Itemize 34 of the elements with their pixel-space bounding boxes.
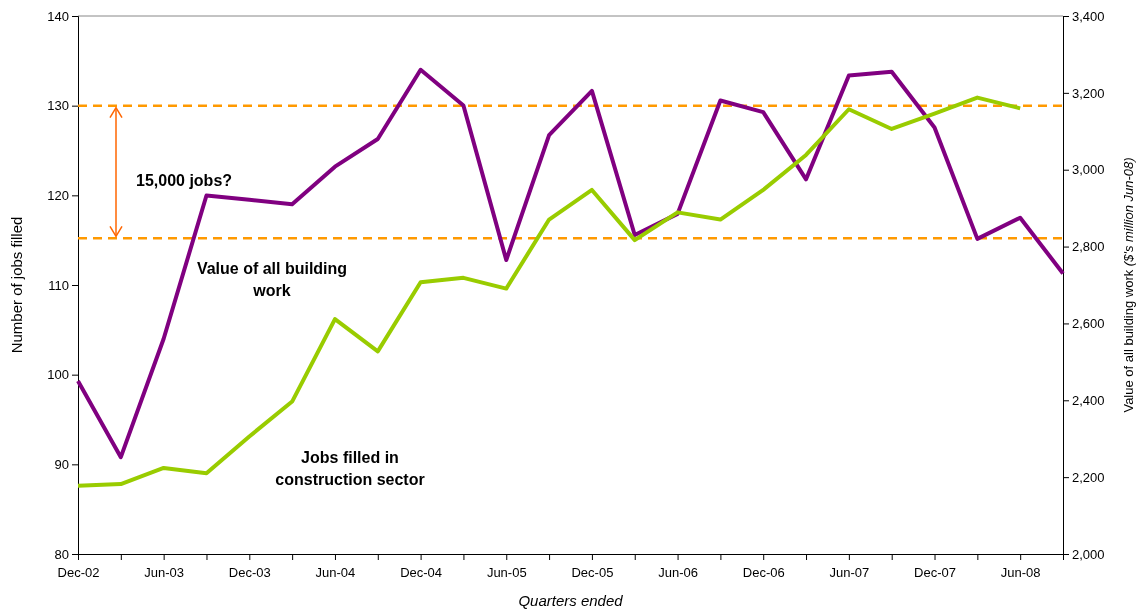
y-tick-label: 100: [47, 367, 69, 383]
x-tick-label: Jun-06: [658, 565, 698, 581]
y2-tick-label: 2,600: [1072, 316, 1105, 332]
x-tick-label: Jun-04: [315, 565, 356, 581]
x-tick-label: Dec-05: [571, 565, 614, 581]
y-tick-label: 90: [54, 456, 69, 472]
x-tick-label: Dec-02: [57, 565, 100, 581]
y-axis-title: Number of jobs filled: [8, 216, 25, 354]
x-tick-label: Dec-06: [742, 565, 785, 581]
y2-tick-label: 2,400: [1072, 392, 1105, 408]
x-tick-label: Dec-03: [228, 565, 271, 581]
y-tick-label: 120: [47, 187, 69, 203]
x-tick-label: Jun-08: [1000, 565, 1041, 581]
x-tick-label: Jun-07: [829, 565, 870, 581]
y-tick-label: 110: [48, 277, 69, 293]
x-tick-label: Dec-07: [914, 565, 956, 581]
y-tick-label: 80: [54, 546, 69, 562]
annotation: 15,000 jobs?: [136, 172, 233, 189]
x-axis-title: Quarters ended: [518, 592, 624, 609]
y2-tick-label: 2,800: [1072, 239, 1105, 255]
x-tick-label: Jun-05: [486, 565, 527, 581]
y2-axis-title: Value of all building work ($'s million Jun-08): [1121, 157, 1136, 413]
series-label: Jobs filled in construction sector: [275, 449, 425, 488]
y-tick-label: 130: [47, 98, 69, 114]
x-tick-label: Dec-04: [400, 565, 443, 581]
x-tick-label: Jun-03: [144, 565, 185, 581]
y2-tick-label: 2,000: [1072, 546, 1105, 562]
y2-tick-label: 3,400: [1072, 8, 1105, 24]
y-tick-label: 140: [47, 8, 69, 24]
y2-tick-label: 3,200: [1072, 85, 1105, 101]
y2-tick-label: 2,200: [1072, 469, 1105, 485]
series-label: Value of all building work: [196, 260, 348, 299]
line-series: [76, 95, 1023, 488]
y2-tick-label: 3,000: [1072, 162, 1105, 178]
